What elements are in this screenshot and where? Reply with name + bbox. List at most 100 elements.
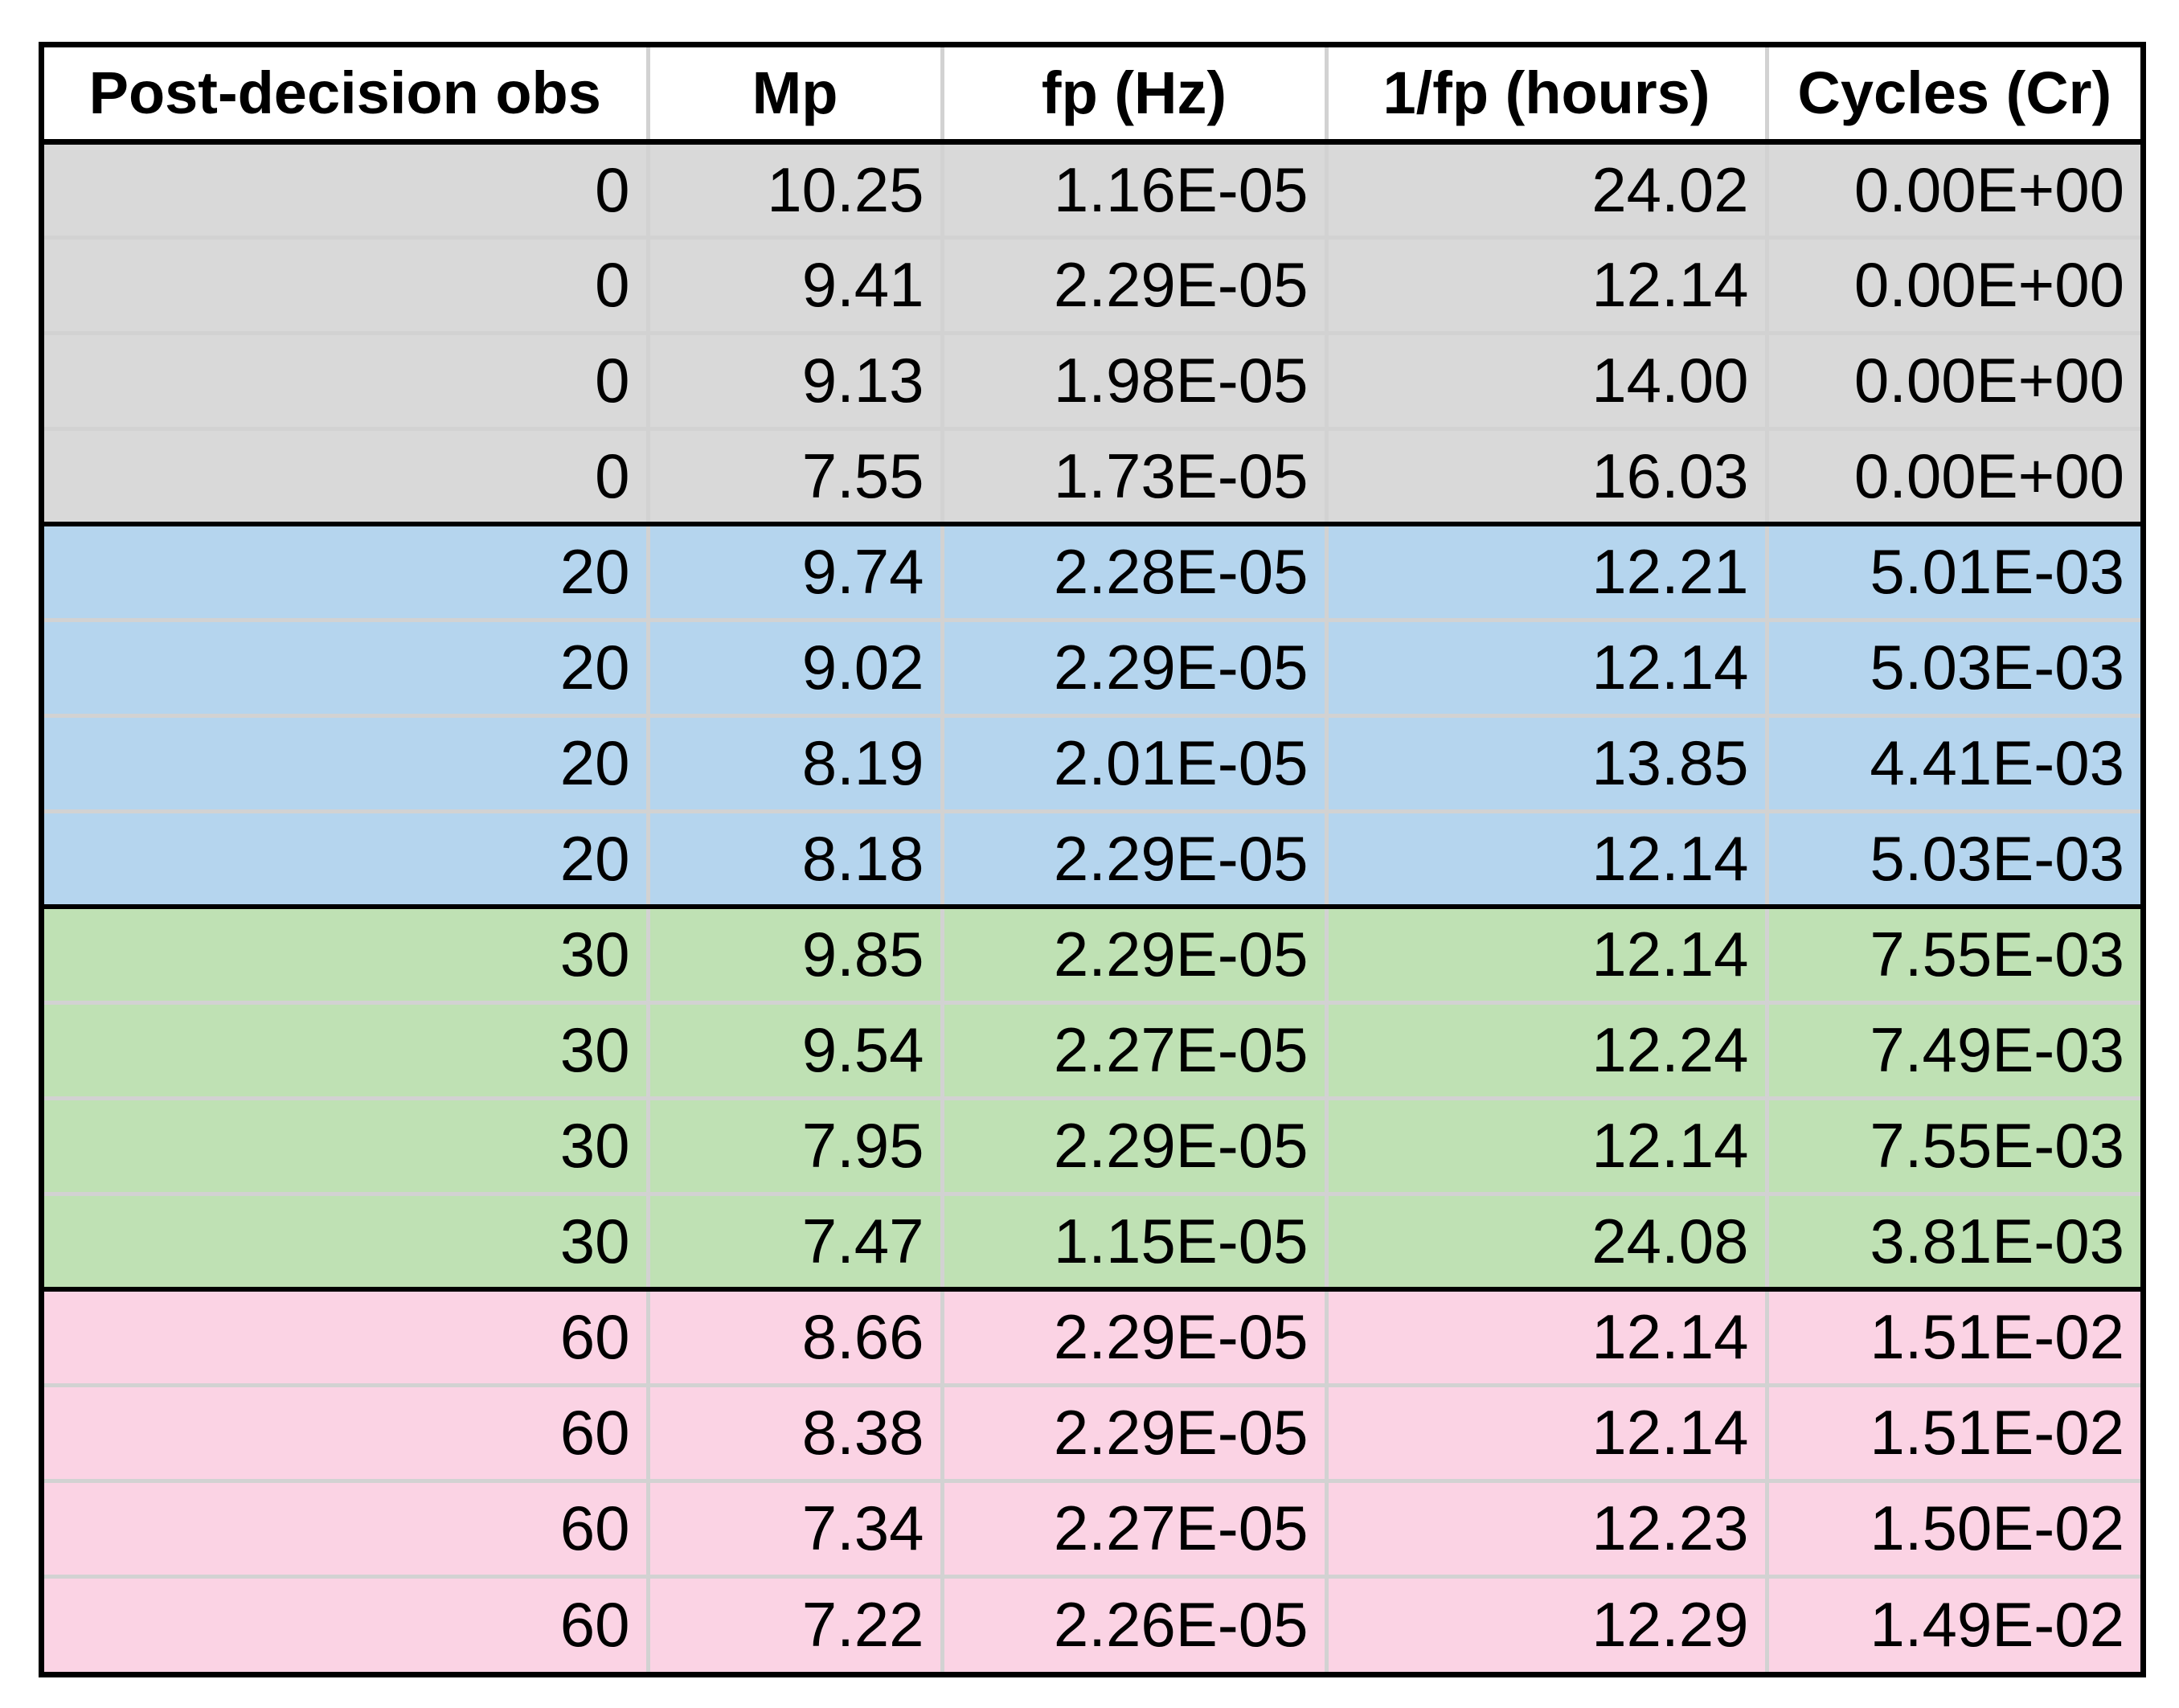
table-row: 30 9.54 2.27E-05 12.24 7.49E-03 — [44, 1000, 2140, 1098]
table-row: 30 7.95 2.29E-05 12.14 7.55E-03 — [44, 1096, 2140, 1194]
table-row: 60 7.34 2.27E-05 12.23 1.50E-02 — [44, 1478, 2140, 1576]
cell-post-decision-obs: 30 — [44, 1096, 648, 1194]
table-row: 60 7.22 2.26E-05 12.29 1.49E-02 — [44, 1574, 2140, 1672]
cell-fp-hz: 2.27E-05 — [940, 1478, 1326, 1576]
cell-cycles-cr: 0.00E+00 — [1764, 330, 2140, 428]
cell-fp-hz: 1.73E-05 — [940, 426, 1326, 524]
cell-inverse-fp-hours: 12.14 — [1324, 904, 1767, 1002]
cell-fp-hz: 2.29E-05 — [940, 617, 1326, 715]
header-fp-hz: fp (Hz) — [940, 47, 1326, 145]
cell-inverse-fp-hours: 16.03 — [1324, 426, 1767, 524]
cell-cycles-cr: 1.51E-02 — [1764, 1382, 2140, 1481]
cell-post-decision-obs: 0 — [44, 426, 648, 524]
cell-post-decision-obs: 60 — [44, 1478, 648, 1576]
cell-mp: 10.25 — [645, 141, 942, 237]
table-row: 0 9.13 1.98E-05 14.00 0.00E+00 — [44, 330, 2140, 428]
table-row: 20 9.02 2.29E-05 12.14 5.03E-03 — [44, 617, 2140, 715]
cell-inverse-fp-hours: 12.29 — [1324, 1574, 1767, 1672]
cell-mp: 9.02 — [645, 617, 942, 715]
cell-fp-hz: 1.98E-05 — [940, 330, 1326, 428]
cell-fp-hz: 2.29E-05 — [940, 1096, 1326, 1194]
cell-mp: 8.19 — [645, 713, 942, 811]
data-table-sheet: Post-decision obs Mp fp (Hz) 1/fp (hours… — [39, 42, 2146, 1677]
table-body: 0 10.25 1.16E-05 24.02 0.00E+00 0 9.41 2.29E-05… — [44, 141, 2140, 1672]
cell-cycles-cr: 4.41E-03 — [1764, 713, 2140, 811]
header-cycles-cr: Cycles (Cr) — [1764, 47, 2140, 145]
cell-cycles-cr: 5.03E-03 — [1764, 809, 2140, 907]
cell-cycles-cr: 7.49E-03 — [1764, 1000, 2140, 1098]
cell-mp: 8.38 — [645, 1382, 942, 1481]
cell-post-decision-obs: 20 — [44, 617, 648, 715]
cell-post-decision-obs: 60 — [44, 1382, 648, 1481]
table-row: 20 8.18 2.29E-05 12.14 5.03E-03 — [44, 809, 2140, 907]
cell-mp: 7.55 — [645, 426, 942, 524]
cell-inverse-fp-hours: 24.08 — [1324, 1191, 1767, 1289]
header-inverse-fp-hours: 1/fp (hours) — [1324, 47, 1767, 145]
cell-mp: 8.66 — [645, 1287, 942, 1385]
cell-cycles-cr: 0.00E+00 — [1764, 235, 2140, 333]
cell-inverse-fp-hours: 12.21 — [1324, 522, 1767, 620]
cell-mp: 9.13 — [645, 330, 942, 428]
cell-fp-hz: 1.16E-05 — [940, 141, 1326, 237]
table-row: 20 9.74 2.28E-05 12.21 5.01E-03 — [44, 522, 2140, 620]
cell-post-decision-obs: 0 — [44, 235, 648, 333]
cell-post-decision-obs: 30 — [44, 904, 648, 1002]
results-table: Post-decision obs Mp fp (Hz) 1/fp (hours… — [44, 47, 2140, 1672]
cell-fp-hz: 2.27E-05 — [940, 1000, 1326, 1098]
cell-post-decision-obs: 20 — [44, 713, 648, 811]
cell-inverse-fp-hours: 12.14 — [1324, 235, 1767, 333]
cell-fp-hz: 2.29E-05 — [940, 1287, 1326, 1385]
table-row: 60 8.66 2.29E-05 12.14 1.51E-02 — [44, 1287, 2140, 1385]
cell-cycles-cr: 0.00E+00 — [1764, 141, 2140, 237]
cell-cycles-cr: 1.51E-02 — [1764, 1287, 2140, 1385]
cell-post-decision-obs: 20 — [44, 809, 648, 907]
cell-mp: 7.95 — [645, 1096, 942, 1194]
cell-post-decision-obs: 0 — [44, 330, 648, 428]
table-row: 30 9.85 2.29E-05 12.14 7.55E-03 — [44, 904, 2140, 1002]
cell-post-decision-obs: 30 — [44, 1191, 648, 1289]
cell-fp-hz: 1.15E-05 — [940, 1191, 1326, 1289]
cell-mp: 9.85 — [645, 904, 942, 1002]
cell-post-decision-obs: 60 — [44, 1574, 648, 1672]
cell-fp-hz: 2.29E-05 — [940, 235, 1326, 333]
cell-inverse-fp-hours: 12.14 — [1324, 1382, 1767, 1481]
table-row: 0 10.25 1.16E-05 24.02 0.00E+00 — [44, 141, 2140, 237]
cell-cycles-cr: 1.49E-02 — [1764, 1574, 2140, 1672]
cell-inverse-fp-hours: 12.14 — [1324, 809, 1767, 907]
cell-fp-hz: 2.29E-05 — [940, 904, 1326, 1002]
cell-post-decision-obs: 30 — [44, 1000, 648, 1098]
cell-mp: 9.74 — [645, 522, 942, 620]
cell-cycles-cr: 5.03E-03 — [1764, 617, 2140, 715]
cell-cycles-cr: 3.81E-03 — [1764, 1191, 2140, 1289]
cell-inverse-fp-hours: 14.00 — [1324, 330, 1767, 428]
cell-mp: 9.41 — [645, 235, 942, 333]
cell-fp-hz: 2.28E-05 — [940, 522, 1326, 620]
cell-mp: 8.18 — [645, 809, 942, 907]
cell-cycles-cr: 5.01E-03 — [1764, 522, 2140, 620]
header-row: Post-decision obs Mp fp (Hz) 1/fp (hours… — [44, 47, 2140, 145]
cell-cycles-cr: 1.50E-02 — [1764, 1478, 2140, 1576]
cell-fp-hz: 2.01E-05 — [940, 713, 1326, 811]
cell-cycles-cr: 7.55E-03 — [1764, 904, 2140, 1002]
cell-mp: 9.54 — [645, 1000, 942, 1098]
cell-fp-hz: 2.26E-05 — [940, 1574, 1326, 1672]
cell-inverse-fp-hours: 13.85 — [1324, 713, 1767, 811]
cell-post-decision-obs: 20 — [44, 522, 648, 620]
cell-inverse-fp-hours: 12.14 — [1324, 1096, 1767, 1194]
cell-inverse-fp-hours: 12.23 — [1324, 1478, 1767, 1576]
cell-inverse-fp-hours: 24.02 — [1324, 141, 1767, 237]
cell-post-decision-obs: 60 — [44, 1287, 648, 1385]
cell-mp: 7.34 — [645, 1478, 942, 1576]
table-row: 30 7.47 1.15E-05 24.08 3.81E-03 — [44, 1191, 2140, 1289]
cell-fp-hz: 2.29E-05 — [940, 1382, 1326, 1481]
cell-inverse-fp-hours: 12.14 — [1324, 617, 1767, 715]
table-row: 60 8.38 2.29E-05 12.14 1.51E-02 — [44, 1382, 2140, 1481]
cell-mp: 7.22 — [645, 1574, 942, 1672]
table-row: 0 9.41 2.29E-05 12.14 0.00E+00 — [44, 235, 2140, 333]
cell-inverse-fp-hours: 12.14 — [1324, 1287, 1767, 1385]
cell-post-decision-obs: 0 — [44, 141, 648, 237]
table-row: 0 7.55 1.73E-05 16.03 0.00E+00 — [44, 426, 2140, 524]
header-post-decision-obs: Post-decision obs — [44, 47, 648, 145]
header-mp: Mp — [645, 47, 942, 145]
cell-mp: 7.47 — [645, 1191, 942, 1289]
